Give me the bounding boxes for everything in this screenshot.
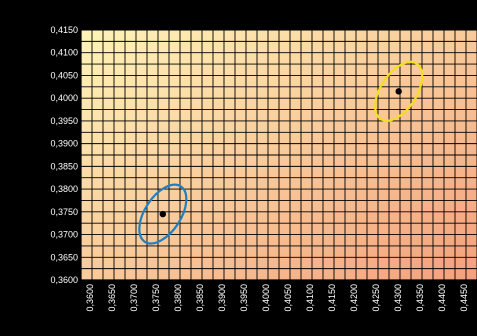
x-tick-label: 0,3750 [151, 284, 161, 312]
y-tick-label: 0,3800 [50, 184, 78, 194]
y-tick-label: 0,3950 [50, 116, 78, 126]
x-tick-label: 0,3600 [85, 284, 95, 312]
y-tick-label: 0,3700 [50, 230, 78, 240]
x-tick-label: 0,4450 [459, 284, 469, 312]
x-tick-label: 0,4250 [371, 284, 381, 312]
y-tick-label: 0,4100 [50, 48, 78, 58]
y-tick-label: 0,4050 [50, 70, 78, 80]
x-tick-label: 0,4350 [415, 284, 425, 312]
x-tick-label: 0,3850 [195, 284, 205, 312]
x-tick-label: 0,4300 [393, 284, 403, 312]
y-tick-label: 0,3650 [50, 252, 78, 262]
x-tick-label: 0,4150 [327, 284, 337, 312]
x-tick-label: 0,4000 [261, 284, 271, 312]
x-tick-label: 0,4100 [305, 284, 315, 312]
x-tick-label: 0,4400 [437, 284, 447, 312]
data-marks [138, 60, 424, 245]
x-tick-label: 0,4050 [283, 284, 293, 312]
y-tick-label: 0,3750 [50, 207, 78, 217]
x-tick-label: 0,3900 [217, 284, 227, 312]
data-point [159, 210, 167, 218]
x-axis-labels: 0,3600 0,3650 0,3700 0,3750 0,3800 0,3850 0,39… [85, 284, 469, 312]
y-axis-labels: 0,4150 0,4100 0,4050 0,4000 0,3950 0,3900 0,38… [50, 25, 78, 285]
gridlines [80, 29, 477, 281]
y-tick-label: 0,4150 [50, 25, 78, 35]
confidence-ellipse [374, 60, 424, 122]
x-tick-label: 0,4200 [349, 284, 359, 312]
y-tick-label: 0,4000 [50, 93, 78, 103]
data-point [395, 88, 402, 95]
y-tick-label: 0,3850 [50, 161, 78, 171]
x-tick-label: 0,3650 [107, 284, 117, 312]
x-tick-label: 0,3800 [173, 284, 183, 312]
y-tick-label: 0,3600 [50, 275, 78, 285]
x-tick-label: 0,3950 [239, 284, 249, 312]
x-tick-label: 0,3700 [129, 284, 139, 312]
confidence-ellipse [138, 183, 188, 245]
y-tick-label: 0,3900 [50, 139, 78, 149]
